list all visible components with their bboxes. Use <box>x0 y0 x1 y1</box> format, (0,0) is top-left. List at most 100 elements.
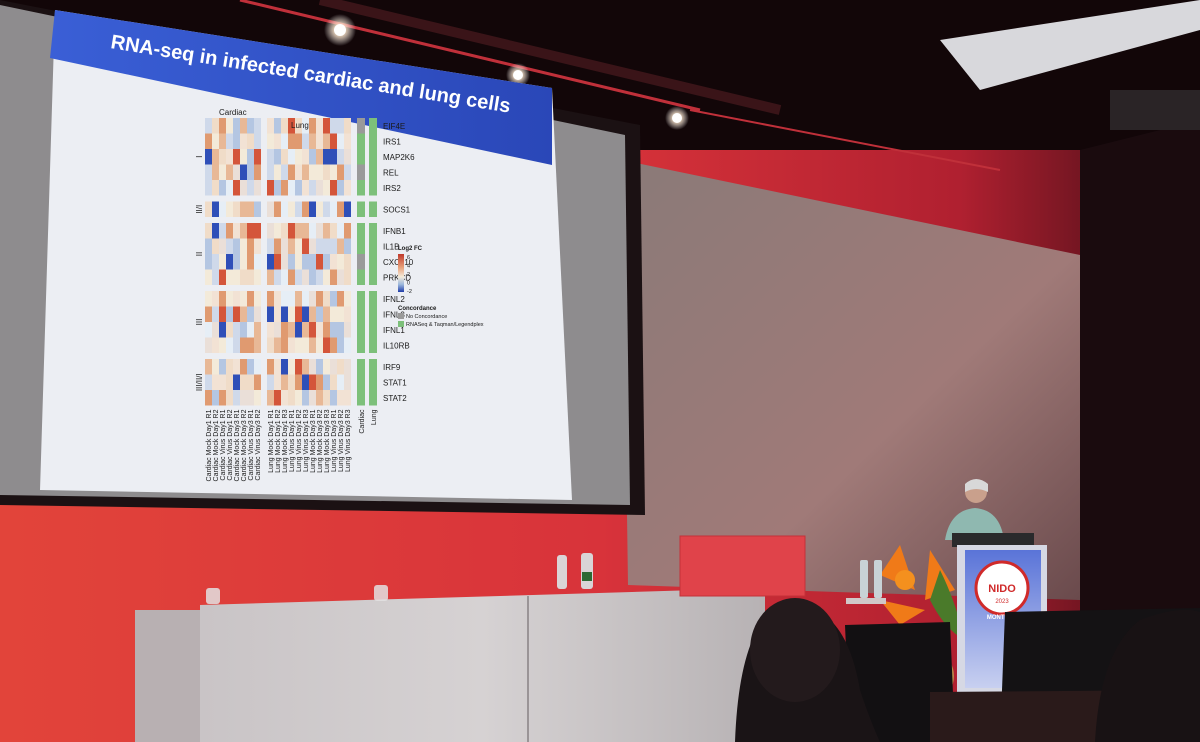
heatmap-cell <box>344 223 351 239</box>
heatmap-cell <box>330 254 337 270</box>
gene-label: IL1B <box>383 243 399 252</box>
heatmap-cell <box>240 133 247 149</box>
heatmap-cell <box>212 133 219 149</box>
heatmap-cell <box>233 223 240 239</box>
heatmap-cell <box>309 180 316 196</box>
heatmap-cell <box>330 322 337 338</box>
heatmap-cell <box>254 133 261 149</box>
heatmap-cell <box>274 254 281 270</box>
heatmap-cell <box>288 390 295 406</box>
heatmap-cell <box>302 359 309 375</box>
heatmap-cell <box>288 337 295 353</box>
heatmap-cell <box>254 164 261 180</box>
speaker <box>945 479 1004 540</box>
heatmap-cell <box>309 133 316 149</box>
heatmap-cell <box>226 201 233 217</box>
stage-lights <box>324 14 689 130</box>
heatmap-cell <box>344 133 351 149</box>
heatmap-cell <box>247 238 254 254</box>
heatmap-cell <box>240 269 247 285</box>
column-label: Lung Virus Day3 R3 <box>345 409 352 472</box>
gene-label: STAT2 <box>383 394 407 403</box>
heatmap-cell <box>274 322 281 338</box>
heatmap-cell <box>302 337 309 353</box>
heatmap-cell <box>281 164 288 180</box>
heatmap-cells <box>205 118 377 406</box>
heatmap-cell <box>247 149 254 165</box>
heatmap-cell <box>302 118 309 134</box>
heatmap-cell <box>212 238 219 254</box>
heatmap-cell <box>240 201 247 217</box>
heatmap-cell <box>288 180 295 196</box>
heatmap-cell <box>323 269 330 285</box>
heatmap-cell <box>226 133 233 149</box>
heatmap-cell <box>240 223 247 239</box>
legend-tick: -2 <box>407 289 412 295</box>
heatmap-cell <box>281 201 288 217</box>
heatmap-cell <box>205 359 212 375</box>
heatmap-cell <box>337 359 344 375</box>
heatmap-cell <box>309 306 316 322</box>
heatmap-cell <box>295 374 302 390</box>
heatmap-cell <box>205 180 212 196</box>
heatmap-cell <box>295 306 302 322</box>
heatmap-cell <box>205 133 212 149</box>
heatmap-cell <box>302 238 309 254</box>
heatmap-cell <box>247 291 254 307</box>
heatmap-cell <box>233 359 240 375</box>
water-bottles <box>206 553 593 604</box>
heatmap-cell <box>302 269 309 285</box>
heatmap-cell <box>274 390 281 406</box>
heatmap-cell <box>219 180 226 196</box>
heatmap-cell <box>295 201 302 217</box>
gene-label: IRF9 <box>383 363 401 372</box>
annotation-cell-cardiac <box>357 374 365 390</box>
heatmap-cell <box>247 180 254 196</box>
heatmap-cell <box>247 223 254 239</box>
heatmap-cell <box>337 291 344 307</box>
annotation-cell-cardiac <box>357 390 365 406</box>
heatmap-cell <box>240 254 247 270</box>
annotation-cell-lung <box>369 390 377 406</box>
heatmap-cell <box>205 390 212 406</box>
heatmap-cell <box>254 269 261 285</box>
heatmap-cell <box>233 254 240 270</box>
annotation-cell-cardiac <box>357 359 365 375</box>
annotation-cell-cardiac <box>357 133 365 149</box>
heatmap-cell <box>337 133 344 149</box>
heatmap-cell <box>295 359 302 375</box>
heatmap-cell <box>233 164 240 180</box>
heatmap-cell <box>316 359 323 375</box>
column-label: Lung Mock Day1 R3 <box>282 409 289 473</box>
heatmap-cell <box>226 374 233 390</box>
podium-logo-text: NIDO <box>988 583 1016 595</box>
heatmap-cell <box>219 164 226 180</box>
heatmap-cell <box>288 322 295 338</box>
heatmap-cell <box>226 223 233 239</box>
heatmap-cell <box>281 359 288 375</box>
heatmap-cell <box>205 149 212 165</box>
gene-label: EIF4E <box>383 122 405 131</box>
annotation-cell-lung <box>369 149 377 165</box>
annotation-cell-lung <box>369 374 377 390</box>
heatmap-cell <box>254 322 261 338</box>
heatmap-cell <box>316 201 323 217</box>
heatmap-cell <box>323 164 330 180</box>
heatmap-cell <box>274 133 281 149</box>
heatmap-cell <box>316 149 323 165</box>
heatmap-cell <box>219 149 226 165</box>
heatmap-cell <box>233 291 240 307</box>
heatmap-cell <box>205 118 212 134</box>
heatmap-cell <box>344 180 351 196</box>
heatmap-cell <box>316 374 323 390</box>
heatmap-cell <box>295 223 302 239</box>
column-label: Lung Virus Day3 R2 <box>338 409 345 472</box>
ceiling-truss <box>239 0 1200 171</box>
heatmap-cell <box>240 291 247 307</box>
gene-label: PRKCD <box>383 274 411 283</box>
annotation-column-label: Lung <box>371 409 378 425</box>
heatmap-cell <box>254 306 261 322</box>
podium-logo-icon <box>974 560 1030 616</box>
heatmap-cell <box>240 164 247 180</box>
podium-logo-subtext: MONTREUX <box>987 615 1021 621</box>
